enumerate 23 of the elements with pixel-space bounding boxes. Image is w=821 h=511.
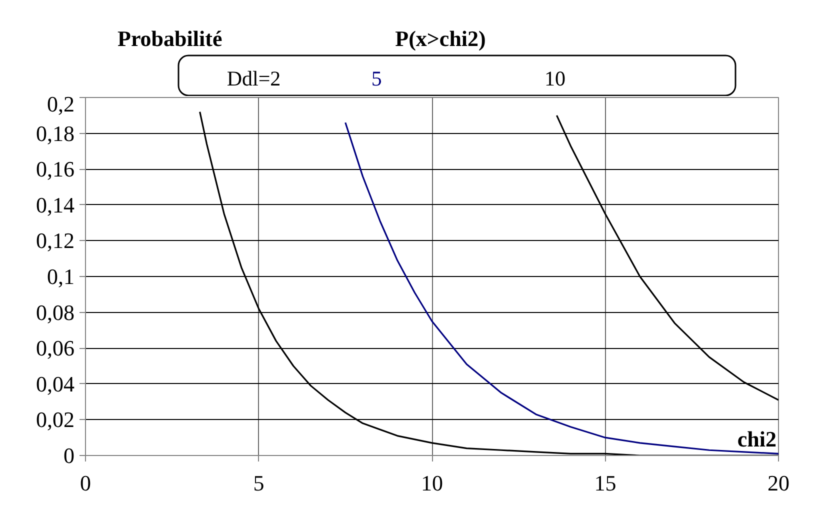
x-tick-label: 0 xyxy=(80,470,91,496)
y-tick-label: 0,12 xyxy=(36,228,74,254)
y-tick-label: 0,04 xyxy=(36,371,74,396)
line-series xyxy=(344,122,778,455)
x-tick-label: 15 xyxy=(594,470,616,496)
y-tick-label: 0 xyxy=(64,443,74,468)
x-axis-title: chi2 xyxy=(737,426,777,452)
y-axis-title: Probabilité xyxy=(118,26,222,51)
y-tick-label: 0,16 xyxy=(36,156,74,182)
x-tick-label: 10 xyxy=(421,470,443,496)
x-tick-label: 20 xyxy=(768,470,790,496)
y-tick-label: 0,02 xyxy=(36,407,74,432)
y-tick-label: 0,06 xyxy=(36,336,74,361)
y-tick-label: 0,18 xyxy=(36,120,74,146)
chart-title: P(x>chi2) xyxy=(395,26,486,51)
y-tick-label: 0,1 xyxy=(47,264,74,289)
x-tick-label: 5 xyxy=(253,470,264,496)
series-label: 10 xyxy=(544,66,566,90)
y-tick-label: 0,2 xyxy=(47,92,74,116)
y-tick-label: 0,14 xyxy=(36,192,74,218)
y-tick-label: 0,08 xyxy=(36,300,74,325)
series-label: 5 xyxy=(371,66,382,90)
series-label: Ddl=2 xyxy=(226,66,281,90)
